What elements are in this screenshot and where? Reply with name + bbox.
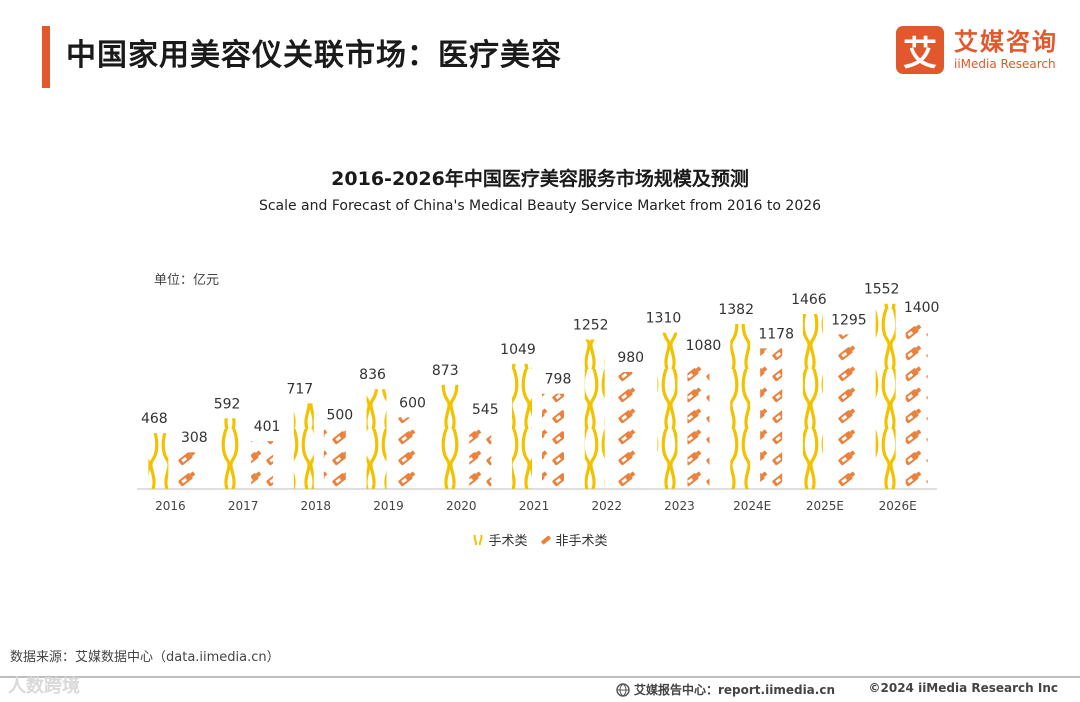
data-label-surgical: 468 xyxy=(141,411,168,427)
data-label-nonsurgical: 798 xyxy=(545,372,572,388)
data-label-nonsurgical: 1295 xyxy=(831,312,867,328)
x-tick-label: 2022 xyxy=(591,499,622,513)
bar-nonsurgical-2023 xyxy=(687,360,710,489)
chart-title: 2016-2026年中国医疗美容服务市场规模及预测 xyxy=(331,168,749,190)
footer-report: 艾媒报告中心：report.iimedia.cn xyxy=(616,681,835,698)
x-tick-label: 2020 xyxy=(446,499,477,513)
data-label-surgical: 1382 xyxy=(718,302,754,318)
footer-copyright: ©2024 iiMedia Research Inc xyxy=(868,681,1059,695)
x-tick-label: 2024E xyxy=(733,499,771,513)
watermark: 人数跨境 xyxy=(8,676,80,697)
data-label-nonsurgical: 401 xyxy=(254,419,281,435)
tube-icon xyxy=(540,535,551,544)
brand-logo-icon: 艾 xyxy=(896,26,944,74)
brand-name-en: iiMedia Research xyxy=(954,57,1056,71)
data-label-nonsurgical: 1080 xyxy=(686,338,722,354)
bar-surgical-2016 xyxy=(148,433,169,489)
brand-text: 艾媒咨询 iiMedia Research xyxy=(954,28,1058,72)
footer-report-link[interactable]: 艾媒报告中心：report.iimedia.cn xyxy=(634,683,835,697)
x-tick-label: 2023 xyxy=(664,499,695,513)
bar-surgical-2022 xyxy=(584,339,605,489)
data-label-nonsurgical: 980 xyxy=(617,350,644,366)
chart-subtitle: Scale and Forecast of China's Medical Be… xyxy=(258,198,822,214)
brand-name-cn: 艾媒咨询 xyxy=(954,28,1058,56)
data-label-nonsurgical: 545 xyxy=(472,402,499,418)
bar-nonsurgical-2026E xyxy=(905,321,928,489)
legend: 手术类 非手术类 xyxy=(0,530,1080,549)
legend-label-nonsurgical: 非手术类 xyxy=(555,534,608,549)
data-label-surgical: 592 xyxy=(214,396,241,412)
bar-nonsurgical-2025E xyxy=(832,334,855,489)
footer-divider xyxy=(0,676,1080,678)
x-tick-label: 2019 xyxy=(373,499,404,513)
data-label-nonsurgical: 1400 xyxy=(904,300,940,316)
bar-surgical-2026E xyxy=(875,303,896,489)
x-tick-label: 2025E xyxy=(806,499,844,513)
data-label-nonsurgical: 1178 xyxy=(758,326,794,342)
x-tick-label: 2026E xyxy=(879,499,917,513)
data-label-surgical: 1049 xyxy=(500,342,536,358)
x-tick-label: 2021 xyxy=(519,499,550,513)
brand: 艾 艾媒咨询 iiMedia Research xyxy=(896,26,1058,74)
tweezers-icon xyxy=(473,534,484,545)
data-source: 数据来源：艾媒数据中心（data.iimedia.cn） xyxy=(10,650,280,665)
legend-label-surgical: 手术类 xyxy=(488,534,528,549)
bar-surgical-2025E xyxy=(802,313,823,489)
data-label-surgical: 1252 xyxy=(573,318,609,334)
data-label-surgical: 1310 xyxy=(646,311,682,327)
legend-item-nonsurgical: 非手术类 xyxy=(540,530,608,549)
bar-surgical-2017 xyxy=(221,418,242,489)
bar-nonsurgical-2018 xyxy=(323,429,346,489)
bar-nonsurgical-2021 xyxy=(542,393,564,489)
unit-label: 单位：亿元 xyxy=(154,273,220,288)
bar-nonsurgical-2024E xyxy=(760,348,783,489)
bar-surgical-2021 xyxy=(512,363,532,489)
bar-nonsurgical-2016 xyxy=(178,452,201,489)
data-label-surgical: 836 xyxy=(359,367,386,383)
data-label-surgical: 1552 xyxy=(864,282,900,298)
globe-icon xyxy=(616,682,630,697)
bar-surgical-2020 xyxy=(439,384,460,489)
bar-surgical-2023 xyxy=(657,332,678,489)
data-label-nonsurgical: 600 xyxy=(399,395,426,411)
bar-nonsurgical-2020 xyxy=(469,423,492,489)
data-label-nonsurgical: 500 xyxy=(326,407,353,423)
x-tick-label: 2016 xyxy=(155,499,186,513)
data-label-nonsurgical: 308 xyxy=(181,430,208,446)
x-tick-label: 2017 xyxy=(228,499,259,513)
data-label-surgical: 717 xyxy=(286,381,313,397)
bar-nonsurgical-2022 xyxy=(614,372,637,489)
bar-surgical-2024E xyxy=(730,324,751,489)
data-label-surgical: 1466 xyxy=(791,292,827,308)
legend-item-surgical: 手术类 xyxy=(472,530,528,549)
page-title: 中国家用美容仪关联市场：医疗美容 xyxy=(66,38,562,73)
bar-nonsurgical-2017 xyxy=(251,441,274,489)
bar-nonsurgical-2019 xyxy=(396,417,419,489)
x-tick-label: 2018 xyxy=(301,499,332,513)
bar-surgical-2018 xyxy=(293,403,314,489)
bar-surgical-2019 xyxy=(366,389,387,489)
title-accent-bar xyxy=(42,26,50,88)
data-label-surgical: 873 xyxy=(432,363,459,379)
